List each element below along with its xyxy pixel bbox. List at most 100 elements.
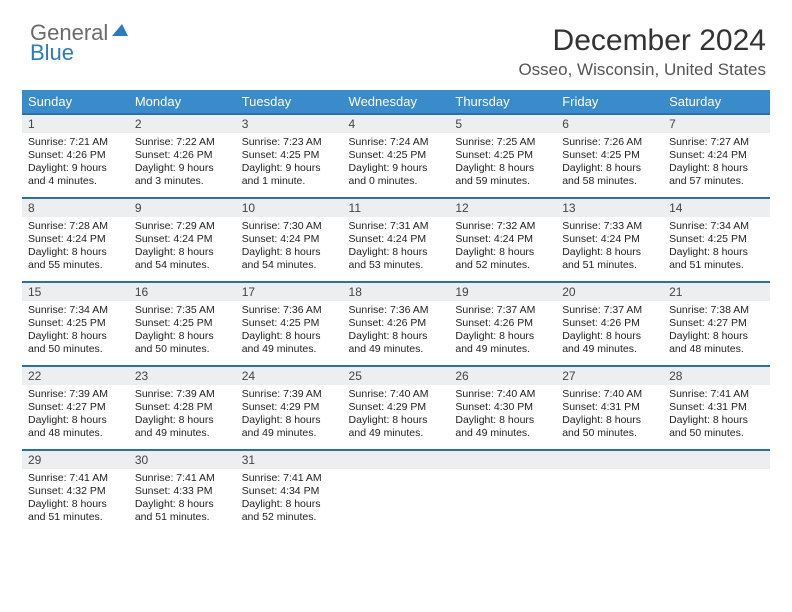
sunrise-text: Sunrise: 7:40 AM <box>349 388 444 401</box>
day-info: Sunrise: 7:41 AMSunset: 4:31 PMDaylight:… <box>663 385 770 445</box>
day-info: Sunrise: 7:40 AMSunset: 4:30 PMDaylight:… <box>449 385 556 445</box>
daylight-text: Daylight: 8 hours and 49 minutes. <box>135 414 230 440</box>
sunrise-text: Sunrise: 7:28 AM <box>28 220 123 233</box>
daylight-text: Daylight: 8 hours and 48 minutes. <box>669 330 764 356</box>
sunset-text: Sunset: 4:25 PM <box>242 317 337 330</box>
sunrise-text: Sunrise: 7:30 AM <box>242 220 337 233</box>
sunset-text: Sunset: 4:24 PM <box>669 149 764 162</box>
day-number: 5 <box>449 115 556 133</box>
day-number: 20 <box>556 283 663 301</box>
calendar-day-cell: 19Sunrise: 7:37 AMSunset: 4:26 PMDayligh… <box>449 281 556 365</box>
day-number: 8 <box>22 199 129 217</box>
calendar-day-cell: 28Sunrise: 7:41 AMSunset: 4:31 PMDayligh… <box>663 365 770 449</box>
calendar-day-cell: 10Sunrise: 7:30 AMSunset: 4:24 PMDayligh… <box>236 197 343 281</box>
daylight-text: Daylight: 8 hours and 49 minutes. <box>349 414 444 440</box>
calendar-day-cell: 4Sunrise: 7:24 AMSunset: 4:25 PMDaylight… <box>343 113 450 197</box>
location-subtitle: Osseo, Wisconsin, United States <box>22 60 766 80</box>
sunset-text: Sunset: 4:27 PM <box>669 317 764 330</box>
weekday-header: Monday <box>129 90 236 113</box>
weekday-header-row: Sunday Monday Tuesday Wednesday Thursday… <box>22 90 770 113</box>
daylight-text: Daylight: 8 hours and 53 minutes. <box>349 246 444 272</box>
daylight-text: Daylight: 8 hours and 57 minutes. <box>669 162 764 188</box>
calendar-table: Sunday Monday Tuesday Wednesday Thursday… <box>22 90 770 533</box>
sunrise-text: Sunrise: 7:40 AM <box>455 388 550 401</box>
sunrise-text: Sunrise: 7:22 AM <box>135 136 230 149</box>
sunset-text: Sunset: 4:26 PM <box>28 149 123 162</box>
day-number: 19 <box>449 283 556 301</box>
sunrise-text: Sunrise: 7:33 AM <box>562 220 657 233</box>
page-title: December 2024 <box>22 24 766 58</box>
sunset-text: Sunset: 4:24 PM <box>28 233 123 246</box>
weekday-header: Wednesday <box>343 90 450 113</box>
weekday-header: Sunday <box>22 90 129 113</box>
day-info: Sunrise: 7:39 AMSunset: 4:27 PMDaylight:… <box>22 385 129 445</box>
calendar-day-cell: 18Sunrise: 7:36 AMSunset: 4:26 PMDayligh… <box>343 281 450 365</box>
daylight-text: Daylight: 8 hours and 51 minutes. <box>28 498 123 524</box>
calendar-week-row: 15Sunrise: 7:34 AMSunset: 4:25 PMDayligh… <box>22 281 770 365</box>
day-number: 12 <box>449 199 556 217</box>
daylight-text: Daylight: 8 hours and 49 minutes. <box>455 414 550 440</box>
day-info: Sunrise: 7:28 AMSunset: 4:24 PMDaylight:… <box>22 217 129 277</box>
sunrise-text: Sunrise: 7:37 AM <box>455 304 550 317</box>
calendar-day-cell: 11Sunrise: 7:31 AMSunset: 4:24 PMDayligh… <box>343 197 450 281</box>
day-number: 9 <box>129 199 236 217</box>
calendar-day-cell: 24Sunrise: 7:39 AMSunset: 4:29 PMDayligh… <box>236 365 343 449</box>
sunset-text: Sunset: 4:33 PM <box>135 485 230 498</box>
daylight-text: Daylight: 8 hours and 51 minutes. <box>669 246 764 272</box>
daylight-text: Daylight: 8 hours and 59 minutes. <box>455 162 550 188</box>
calendar-day-cell: 7Sunrise: 7:27 AMSunset: 4:24 PMDaylight… <box>663 113 770 197</box>
sunset-text: Sunset: 4:27 PM <box>28 401 123 414</box>
sunset-text: Sunset: 4:32 PM <box>28 485 123 498</box>
sunrise-text: Sunrise: 7:41 AM <box>28 472 123 485</box>
calendar-day-cell: 15Sunrise: 7:34 AMSunset: 4:25 PMDayligh… <box>22 281 129 365</box>
sunrise-text: Sunrise: 7:40 AM <box>562 388 657 401</box>
sunset-text: Sunset: 4:31 PM <box>669 401 764 414</box>
sunset-text: Sunset: 4:24 PM <box>562 233 657 246</box>
sunrise-text: Sunrise: 7:29 AM <box>135 220 230 233</box>
day-number: 14 <box>663 199 770 217</box>
day-info: Sunrise: 7:25 AMSunset: 4:25 PMDaylight:… <box>449 133 556 193</box>
sunset-text: Sunset: 4:31 PM <box>562 401 657 414</box>
sunset-text: Sunset: 4:30 PM <box>455 401 550 414</box>
calendar-week-row: 29Sunrise: 7:41 AMSunset: 4:32 PMDayligh… <box>22 449 770 533</box>
day-number: 2 <box>129 115 236 133</box>
daylight-text: Daylight: 9 hours and 1 minute. <box>242 162 337 188</box>
sunset-text: Sunset: 4:24 PM <box>242 233 337 246</box>
calendar-week-row: 22Sunrise: 7:39 AMSunset: 4:27 PMDayligh… <box>22 365 770 449</box>
day-number: 17 <box>236 283 343 301</box>
day-number: 16 <box>129 283 236 301</box>
daylight-text: Daylight: 8 hours and 54 minutes. <box>135 246 230 272</box>
day-number: 25 <box>343 367 450 385</box>
day-number: 6 <box>556 115 663 133</box>
calendar-day-cell: 23Sunrise: 7:39 AMSunset: 4:28 PMDayligh… <box>129 365 236 449</box>
day-number: 3 <box>236 115 343 133</box>
calendar-day-cell: 9 Sunrise: 7:29 AMSunset: 4:24 PMDaylight… <box>129 197 236 281</box>
sunset-text: Sunset: 4:29 PM <box>349 401 444 414</box>
day-number: 1 <box>22 115 129 133</box>
sunset-text: Sunset: 4:24 PM <box>135 233 230 246</box>
sunset-text: Sunset: 4:25 PM <box>455 149 550 162</box>
calendar-day-cell: 29Sunrise: 7:41 AMSunset: 4:32 PMDayligh… <box>22 449 129 533</box>
daylight-text: Daylight: 8 hours and 55 minutes. <box>28 246 123 272</box>
day-info: Sunrise: 7:22 AMSunset: 4:26 PMDaylight:… <box>129 133 236 193</box>
brand-word2: Blue <box>30 42 130 64</box>
calendar-day-cell: 17Sunrise: 7:36 AMSunset: 4:25 PMDayligh… <box>236 281 343 365</box>
day-info: Sunrise: 7:31 AMSunset: 4:24 PMDaylight:… <box>343 217 450 277</box>
sunrise-text: Sunrise: 7:31 AM <box>349 220 444 233</box>
calendar-day-cell: 2Sunrise: 7:22 AMSunset: 4:26 PMDaylight… <box>129 113 236 197</box>
day-info: Sunrise: 7:26 AMSunset: 4:25 PMDaylight:… <box>556 133 663 193</box>
day-info: Sunrise: 7:36 AMSunset: 4:25 PMDaylight:… <box>236 301 343 361</box>
sunrise-text: Sunrise: 7:21 AM <box>28 136 123 149</box>
daylight-text: Daylight: 8 hours and 49 minutes. <box>242 330 337 356</box>
day-info: Sunrise: 7:41 AMSunset: 4:33 PMDaylight:… <box>129 469 236 529</box>
daylight-text: Daylight: 9 hours and 0 minutes. <box>349 162 444 188</box>
day-number: 30 <box>129 451 236 469</box>
day-info: Sunrise: 7:33 AMSunset: 4:24 PMDaylight:… <box>556 217 663 277</box>
daylight-text: Daylight: 8 hours and 52 minutes. <box>455 246 550 272</box>
daylight-text: Daylight: 8 hours and 50 minutes. <box>669 414 764 440</box>
daylight-text: Daylight: 8 hours and 54 minutes. <box>242 246 337 272</box>
day-number: 21 <box>663 283 770 301</box>
sunset-text: Sunset: 4:26 PM <box>349 317 444 330</box>
sunrise-text: Sunrise: 7:39 AM <box>28 388 123 401</box>
sunrise-text: Sunrise: 7:35 AM <box>135 304 230 317</box>
